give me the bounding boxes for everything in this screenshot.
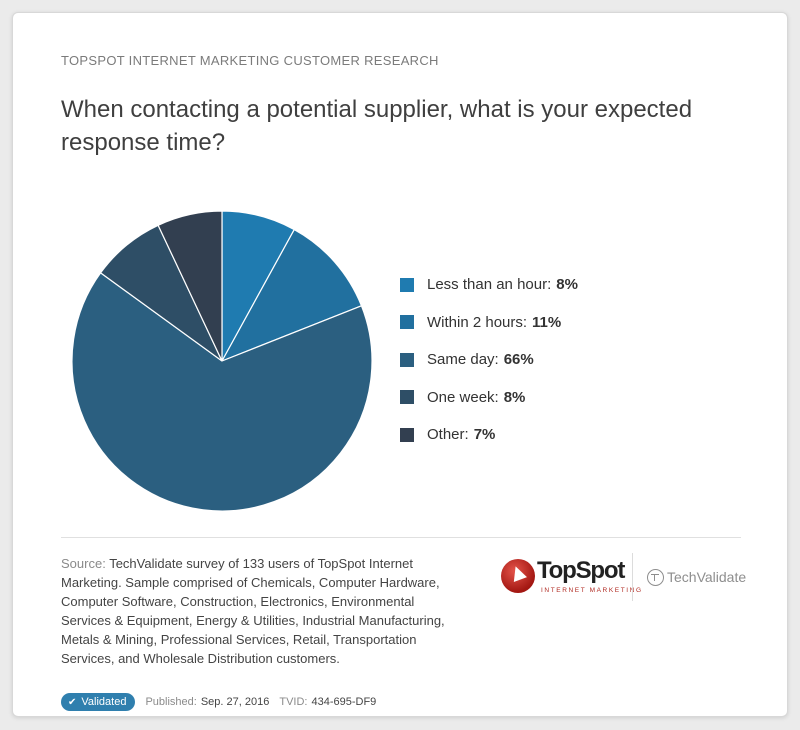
- validated-badge[interactable]: ✔ Validated: [61, 693, 136, 711]
- legend-label: Within 2 hours:: [427, 313, 528, 331]
- legend-swatch: [400, 277, 414, 292]
- footer-meta: ✔ Validated Published: Sep. 27, 2016 TVI…: [61, 693, 386, 711]
- techvalidate-logo-name: TechValidate: [667, 569, 747, 585]
- pie-slice-within-2-hours: [220, 228, 363, 363]
- legend-swatch: [400, 352, 414, 367]
- legend-item: Within 2 hours: 11%: [400, 304, 578, 342]
- eyebrow-title: TOPSPOT INTERNET MARKETING CUSTOMER RESE…: [61, 53, 439, 68]
- source-note: Source: TechValidate survey of 133 users…: [61, 554, 461, 668]
- survey-card: TOPSPOT INTERNET MARKETING CUSTOMER RESE…: [12, 12, 788, 717]
- topspot-logo-icon: [501, 559, 535, 593]
- legend-item: Less than an hour: 8%: [400, 266, 578, 304]
- validated-label: Validated: [81, 696, 127, 708]
- legend-value: 7%: [473, 426, 496, 444]
- published-label: Published:: [145, 696, 197, 708]
- legend-swatch: [400, 390, 414, 405]
- legend-value: 8%: [503, 388, 526, 406]
- topspot-logo-name: TopSpot: [537, 557, 625, 584]
- legend-item: Same day: 66%: [400, 341, 578, 379]
- divider: [61, 537, 741, 538]
- pie-chart: [71, 210, 373, 512]
- legend-item: Other: 7%: [400, 416, 578, 454]
- source-text: TechValidate survey of 133 users of TopS…: [61, 556, 445, 666]
- legend-swatch: [400, 315, 414, 330]
- legend-swatch: [400, 427, 414, 442]
- chart-legend: Less than an hour: 8% Within 2 hours: 11% Sa…: [400, 266, 578, 454]
- legend-label: Less than an hour:: [427, 276, 552, 294]
- legend-label: Other:: [427, 426, 469, 444]
- legend-value: 11%: [532, 313, 562, 331]
- legend-label: One week:: [427, 388, 499, 406]
- legend-label: Same day:: [427, 351, 499, 369]
- pie-slice-same-day: [71, 271, 373, 512]
- published-date: Sep. 27, 2016: [200, 696, 270, 708]
- legend-item: One week: 8%: [400, 379, 578, 417]
- checkmark-icon: ✔: [68, 696, 77, 708]
- partner-logos: TopSpot INTERNET MARKETING TechValidate: [501, 553, 746, 601]
- pie-slice-other: [157, 210, 223, 362]
- legend-value: 66%: [503, 351, 534, 369]
- legend-value: 8%: [556, 276, 578, 294]
- tvid-value: 434-695-DF9: [311, 696, 377, 708]
- source-label: Source:: [61, 556, 106, 571]
- topspot-logo-tagline: INTERNET MARKETING: [541, 587, 643, 594]
- techvalidate-logo-icon: [647, 569, 664, 586]
- tvid-label: TVID:: [279, 696, 308, 708]
- question-title: When contacting a potential supplier, wh…: [61, 96, 693, 156]
- logo-separator: [632, 553, 633, 601]
